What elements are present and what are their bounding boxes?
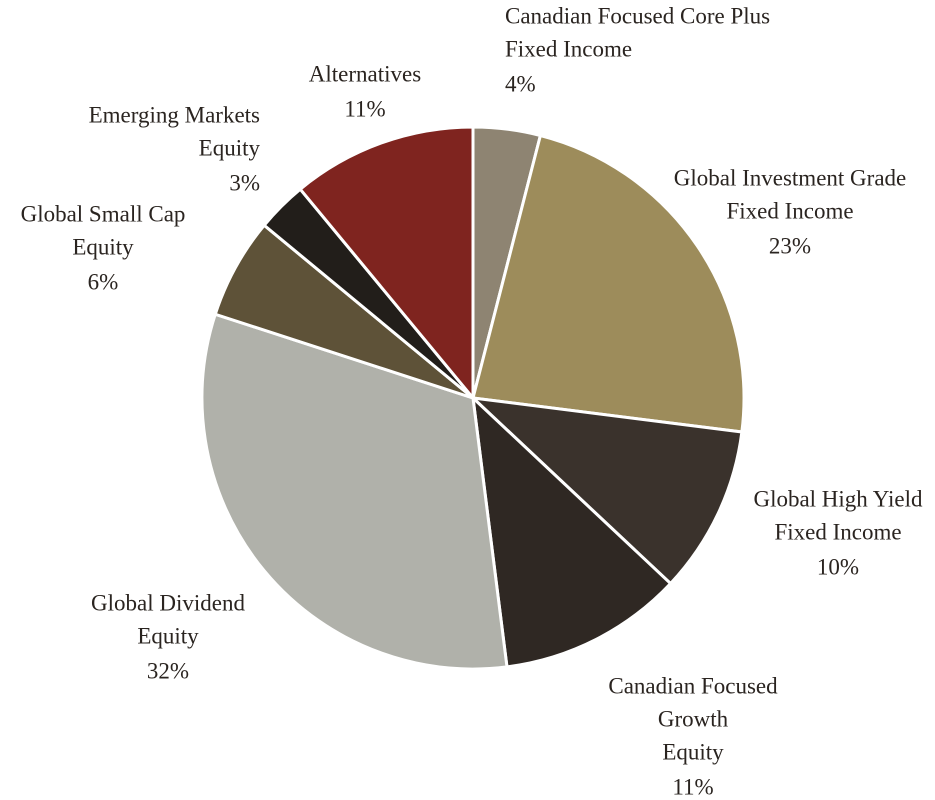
slice-label: Canadian Focused Core Plus <box>505 3 770 28</box>
slice-value-label: 4% <box>505 71 536 96</box>
slice-value-label: 6% <box>88 269 119 294</box>
pie-slice <box>471 133 746 434</box>
slice-value-label: 3% <box>229 170 260 195</box>
slice-value-label: 10% <box>817 554 859 579</box>
slice-label: Global High Yield <box>753 486 923 511</box>
slice-label: Fixed Income <box>505 36 632 61</box>
slice-label: Equity <box>199 135 261 160</box>
pie-slice <box>468 395 744 586</box>
slice-label: Global Dividend <box>91 590 245 615</box>
slice-label: Growth <box>658 706 729 731</box>
slice-label: Equity <box>72 234 134 259</box>
slice-label: Global Investment Grade <box>674 165 906 190</box>
slice-value-label: 11% <box>672 774 713 799</box>
pie-slice <box>298 125 475 403</box>
slice-label: Equity <box>662 739 724 764</box>
slice-label: Fixed Income <box>726 198 853 223</box>
slice-value-label: 23% <box>769 233 811 258</box>
slice-label: Global Small Cap <box>21 201 186 226</box>
slice-value-label: 32% <box>147 658 189 683</box>
slice-label: Emerging Markets <box>89 102 260 127</box>
slice-value-label: 11% <box>344 96 385 121</box>
slice-label: Fixed Income <box>774 519 901 544</box>
slice-label: Equity <box>137 623 199 648</box>
slice-label: Canadian Focused <box>608 673 778 698</box>
pie-slice <box>470 394 673 669</box>
pie-slice <box>200 312 509 671</box>
slice-label: Alternatives <box>309 61 421 86</box>
